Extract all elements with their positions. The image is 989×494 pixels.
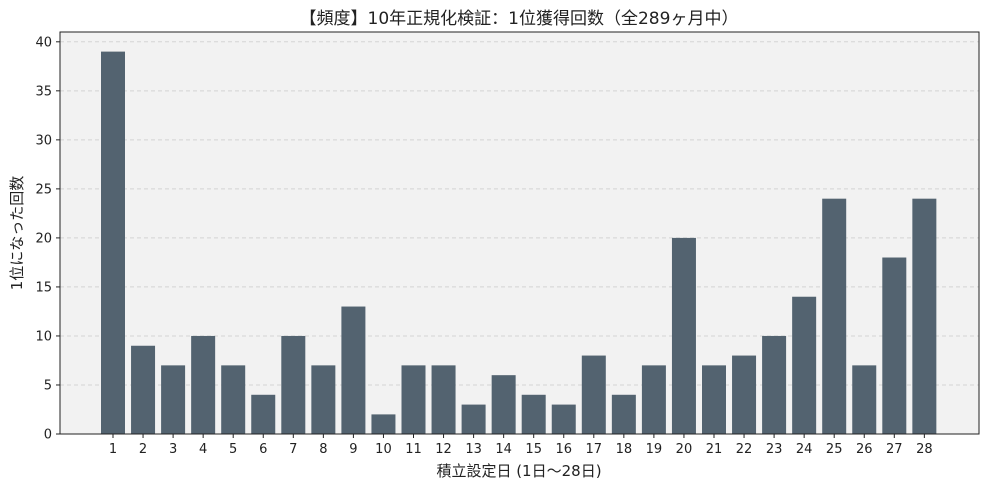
bar-day-13 [461, 404, 486, 434]
x-tick-label: 5 [229, 442, 237, 457]
bar-day-26 [852, 365, 877, 434]
x-tick-label: 20 [676, 442, 693, 457]
y-tick-label: 5 [44, 378, 52, 393]
bar-day-8 [311, 365, 336, 434]
y-tick-label: 35 [35, 84, 52, 99]
bar-day-24 [792, 296, 817, 434]
bar-day-27 [882, 257, 907, 434]
bar-day-7 [281, 335, 306, 434]
x-tick-label: 13 [465, 442, 482, 457]
bar-day-6 [251, 394, 276, 434]
bar-day-3 [161, 365, 186, 434]
x-tick-label: 4 [199, 442, 207, 457]
x-tick-label: 3 [169, 442, 177, 457]
bar-day-4 [191, 335, 216, 434]
x-tick-label: 19 [646, 442, 663, 457]
y-tick-label: 40 [35, 35, 52, 50]
bar-day-2 [131, 345, 156, 434]
bar-day-1 [101, 51, 125, 435]
x-tick-label: 8 [319, 442, 327, 457]
x-tick-label: 10 [375, 442, 392, 457]
x-tick-label: 16 [555, 442, 572, 457]
y-tick-label: 0 [44, 428, 52, 443]
x-tick-label: 26 [856, 442, 873, 457]
bar-day-11 [401, 365, 426, 434]
y-tick-label: 20 [35, 231, 52, 246]
x-axis-label: 積立設定日 (1日〜28日) [436, 462, 601, 480]
bar-day-20 [671, 237, 696, 434]
bar-day-18 [611, 394, 636, 434]
plot-frame [59, 31, 980, 435]
bar-day-16 [551, 404, 576, 434]
x-tick-label: 2 [139, 442, 147, 457]
x-tick-label: 21 [706, 442, 723, 457]
x-tick-label: 28 [916, 442, 933, 457]
y-axis-ticks: 0 5 10 15 20 25 30 35 40 [35, 35, 60, 443]
x-tick-label: 25 [826, 442, 843, 457]
bar-day-23 [762, 335, 787, 434]
y-tick-label: 25 [35, 182, 52, 197]
bar-day-22 [732, 355, 757, 434]
y-tick-label: 15 [35, 280, 52, 295]
x-tick-label: 6 [259, 442, 267, 457]
bar-day-28 [912, 198, 937, 434]
x-tick-label: 9 [349, 442, 357, 457]
x-tick-label: 12 [435, 442, 452, 457]
bar-day-14 [491, 375, 516, 434]
chart-title: 【頻度】10年正規化検証：1位獲得回数（全289ヶ月中） [300, 9, 739, 29]
x-tick-label: 24 [796, 442, 813, 457]
bar-day-9 [341, 306, 366, 434]
y-tick-label: 10 [35, 329, 52, 344]
bar-day-17 [581, 355, 606, 434]
x-tick-label: 11 [405, 442, 422, 457]
x-axis-ticks: 1 2 3 4 5 6 7 8 9 10 11 12 13 14 15 16 17 18 19 20 21 22 23 24 2… [109, 434, 933, 457]
bars [101, 51, 937, 435]
bar-day-25 [822, 198, 847, 434]
bar-day-10 [371, 414, 396, 434]
bar-day-12 [431, 365, 456, 434]
x-tick-label: 22 [736, 442, 753, 457]
x-tick-label: 14 [495, 442, 512, 457]
bar-day-15 [521, 394, 546, 434]
bar-day-21 [702, 365, 726, 434]
bar-day-5 [221, 365, 246, 434]
x-tick-label: 27 [886, 442, 903, 457]
x-tick-label: 18 [616, 442, 633, 457]
x-tick-label: 15 [525, 442, 542, 457]
x-tick-label: 17 [586, 442, 603, 457]
bar-day-19 [641, 365, 666, 434]
y-tick-label: 30 [35, 133, 52, 148]
x-tick-label: 23 [766, 442, 783, 457]
y-axis-label: 1位になった回数 [8, 176, 26, 291]
x-tick-label: 1 [109, 442, 117, 457]
x-tick-label: 7 [289, 442, 297, 457]
